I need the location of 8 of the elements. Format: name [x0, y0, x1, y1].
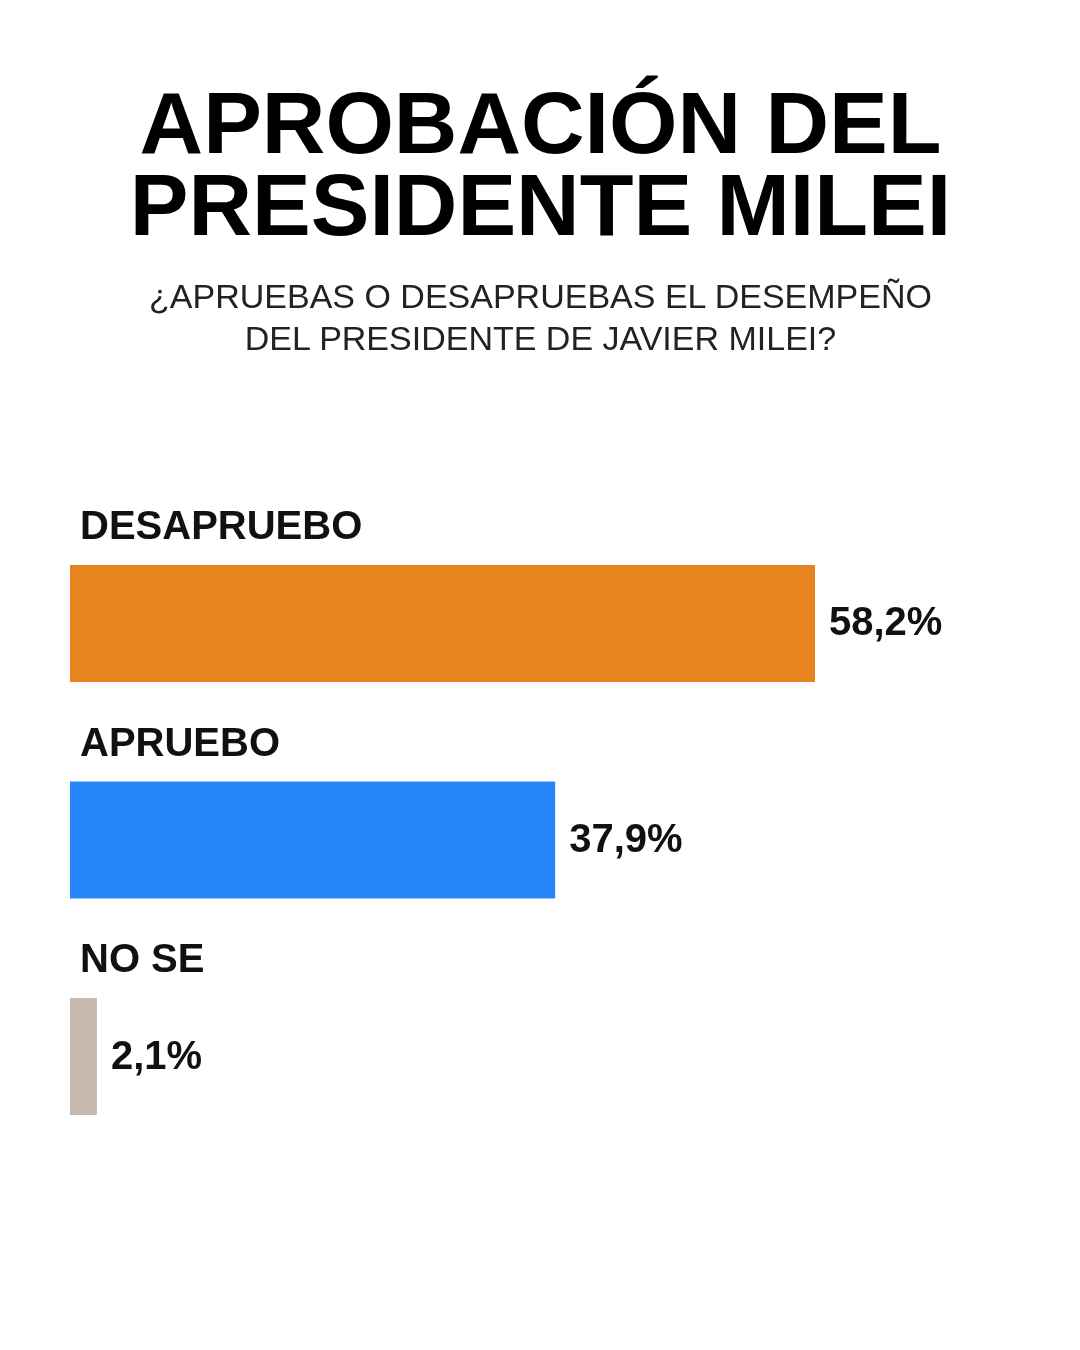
- data-label: 37,9%: [569, 816, 683, 860]
- chart-subtitle: ¿APRUEBAS O DESAPRUEBAS EL DESEMPEÑO DEL PRESIDENTE DE JAVIER MILEI?: [149, 277, 932, 357]
- y-tick-label: APRUEBO: [80, 719, 281, 764]
- data-label: 2,1%: [110, 1032, 203, 1077]
- y-tick-label: NO SE: [80, 936, 205, 981]
- data-label: 58,2%: [829, 599, 943, 644]
- chart-title: APROBACIÓN DEL PRESIDENTE MILEI: [129, 73, 952, 254]
- y-tick-label: DESAPRUEBO: [80, 503, 363, 547]
